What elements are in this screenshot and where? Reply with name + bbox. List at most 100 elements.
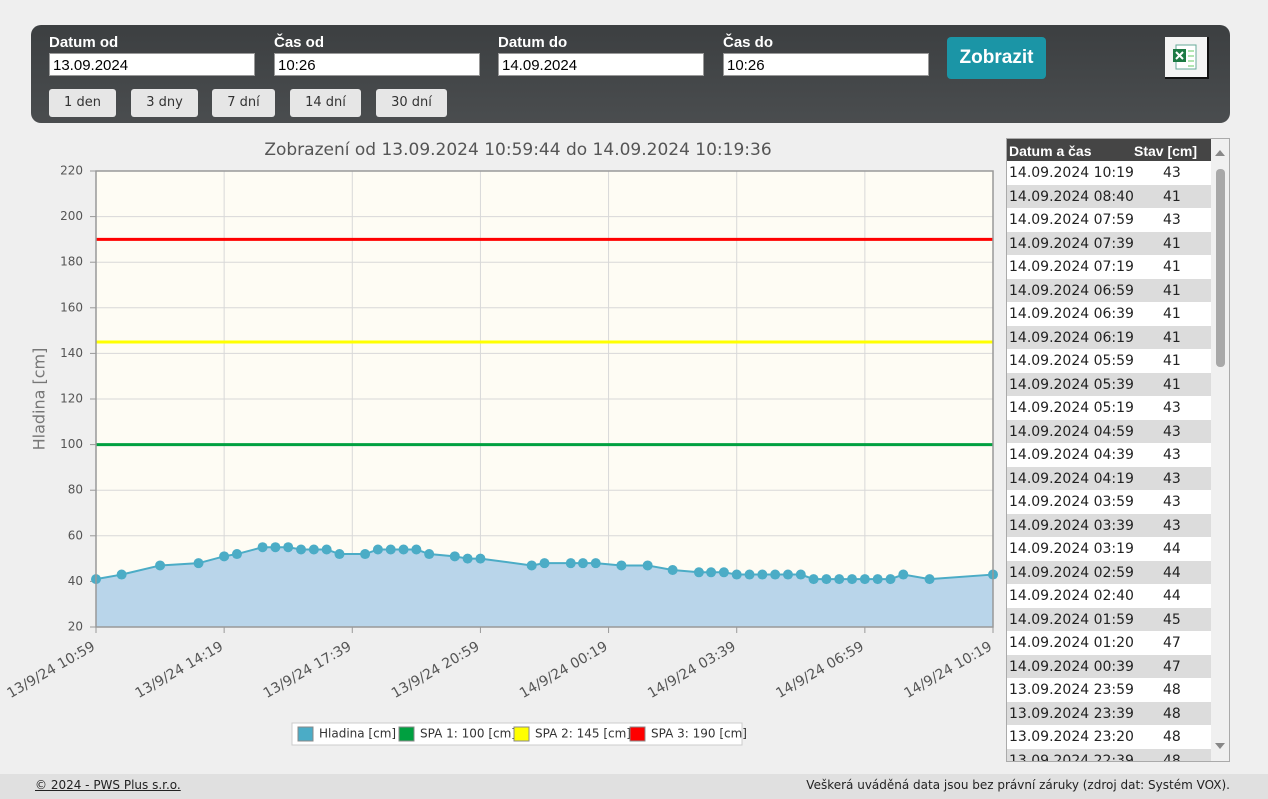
legend-swatch: [629, 726, 646, 742]
range-button[interactable]: 1 den: [49, 89, 116, 117]
table-cell: 14.09.2024 07:19: [1009, 259, 1134, 275]
table-row: 14.09.2024 06:59 41: [1007, 278, 1212, 302]
x-tick-label: 13/9/24 10:59: [4, 639, 98, 702]
point: [257, 542, 268, 553]
point: [808, 574, 819, 585]
y-tick-label: 180: [60, 255, 83, 269]
table-cell: 41: [1163, 188, 1181, 205]
chart-title: Zobrazení od 13.09.2024 10:59:44 do 14.0…: [264, 140, 771, 160]
x-tick-label: 14/9/24 00:19: [517, 639, 611, 702]
table-cell: 14.09.2024 06:39: [1009, 306, 1134, 322]
table-cell: 48: [1163, 705, 1181, 722]
date-input[interactable]: 13.09.2024: [49, 53, 255, 76]
time-input[interactable]: 10:26: [723, 53, 929, 76]
table-cell: 43: [1163, 470, 1181, 487]
scrollbar-graphic: [1215, 150, 1225, 749]
y-tick-label: 120: [60, 392, 83, 406]
table-cell: 43: [1163, 212, 1181, 228]
legend-label: SPA 2: 145 [cm]: [535, 727, 631, 741]
table-cell: 14.09.2024 04:59: [1009, 423, 1134, 440]
y-tick-label: 20: [68, 620, 83, 634]
point: [475, 553, 486, 564]
table-row: 14.09.2024 07:39 41: [1007, 231, 1212, 255]
disclaimer: Veškerá uváděná data jsou bez právní zár…: [806, 778, 1230, 792]
table-cell: 43: [1163, 447, 1181, 463]
data-table: Datum a čas Stav [cm] 14.09.2024 10:19 43 1…: [1006, 138, 1230, 762]
point: [590, 558, 601, 569]
table-cell: 14.09.2024 07:39: [1009, 235, 1134, 252]
point: [872, 574, 883, 585]
point: [411, 544, 422, 555]
legend-label: Hladina [cm]: [319, 727, 396, 741]
range-button[interactable]: 30 dní: [376, 89, 447, 117]
table-row: 14.09.2024 03:59 43: [1007, 490, 1212, 514]
point: [193, 558, 204, 569]
table-cell: 44: [1163, 564, 1181, 581]
header-cell: Datum a čas: [1009, 143, 1092, 159]
table-cell: 14.09.2024 00:39: [1009, 658, 1134, 675]
table-cell: 47: [1163, 635, 1181, 651]
table-row: 14.09.2024 02:40 44: [1007, 584, 1212, 608]
point: [924, 574, 935, 585]
excel-export[interactable]: [1165, 37, 1209, 79]
point: [847, 574, 858, 585]
table-cell: 13.09.2024 23:20: [1009, 729, 1134, 745]
x-tick-label: 14/9/24 03:39: [645, 639, 739, 702]
table-cell: 43: [1163, 517, 1181, 534]
table-cell: 41: [1163, 329, 1181, 346]
header-cell: Stav [cm]: [1134, 143, 1198, 159]
table-row: 14.09.2024 05:39 41: [1007, 372, 1212, 396]
table-row: 13.09.2024 23:59 48: [1007, 678, 1212, 702]
table-row: 14.09.2024 01:20 47: [1007, 631, 1212, 655]
table-row: 14.09.2024 03:19 44: [1007, 537, 1212, 561]
copyright-link[interactable]: © 2024 - PWS Plus s.r.o.: [35, 778, 181, 792]
footer: © 2024 - PWS Plus s.r.o. Veškerá uváděná…: [0, 774, 1268, 799]
excel-icon: [1173, 44, 1197, 70]
point: [462, 553, 473, 564]
table-cell: 43: [1163, 494, 1181, 510]
table-cell: 13.09.2024 22:39: [1009, 752, 1134, 762]
table-row: 14.09.2024 10:19 43: [1007, 161, 1212, 185]
table-cell: 43: [1163, 423, 1181, 440]
table-cell: 14.09.2024 04:19: [1009, 470, 1134, 487]
table-row: 14.09.2024 04:19 43: [1007, 466, 1212, 490]
scrollbar[interactable]: [1211, 139, 1229, 761]
table-cell: 14.09.2024 03:19: [1009, 541, 1134, 557]
table-cell: 14.09.2024 03:39: [1009, 517, 1134, 534]
submit-button[interactable]: Zobrazit: [947, 37, 1046, 79]
x-tick-label: 14/9/24 06:59: [773, 639, 867, 702]
range-button[interactable]: 3 dny: [131, 89, 198, 117]
y-tick-label: 200: [60, 209, 83, 223]
table-cell: 44: [1163, 588, 1181, 604]
range-button[interactable]: 14 dní: [290, 89, 361, 117]
range-button[interactable]: 7 dní: [212, 89, 275, 117]
date-input[interactable]: 14.09.2024: [498, 53, 704, 76]
point: [782, 569, 793, 580]
table-row: 13.09.2024 23:39 48: [1007, 701, 1212, 725]
table-cell: 14.09.2024 01:20: [1009, 635, 1134, 651]
point: [898, 569, 909, 580]
x-tick-label: 13/9/24 20:59: [389, 639, 483, 702]
chart: Zobrazení od 13.09.2024 10:59:44 do 14.0…: [4, 140, 998, 746]
x-tick-label: 14/9/24 10:19: [901, 639, 995, 702]
point: [526, 560, 537, 571]
table-cell: 48: [1163, 729, 1181, 745]
point: [424, 549, 435, 560]
table-cell: 14.09.2024 04:39: [1009, 447, 1134, 463]
table-cell: 41: [1163, 259, 1181, 275]
table-row: 14.09.2024 02:59 44: [1007, 560, 1212, 584]
y-tick-label: 160: [60, 300, 83, 314]
table-cell: 43: [1163, 165, 1181, 181]
table-cell: 14.09.2024 05:19: [1009, 400, 1134, 416]
table-row: 14.09.2024 04:39 43: [1007, 443, 1212, 467]
time-input[interactable]: 10:26: [274, 53, 480, 76]
y-tick-label: 100: [60, 437, 83, 451]
table-cell: 14.09.2024 05:39: [1009, 376, 1134, 393]
point: [539, 558, 550, 569]
table-header: Datum a čas Stav [cm]: [1007, 139, 1212, 161]
point: [821, 574, 832, 585]
table-row: 14.09.2024 03:39 43: [1007, 513, 1212, 537]
legend-label: SPA 3: 190 [cm]: [651, 727, 747, 741]
point: [398, 544, 409, 555]
table-cell: 41: [1163, 235, 1181, 252]
